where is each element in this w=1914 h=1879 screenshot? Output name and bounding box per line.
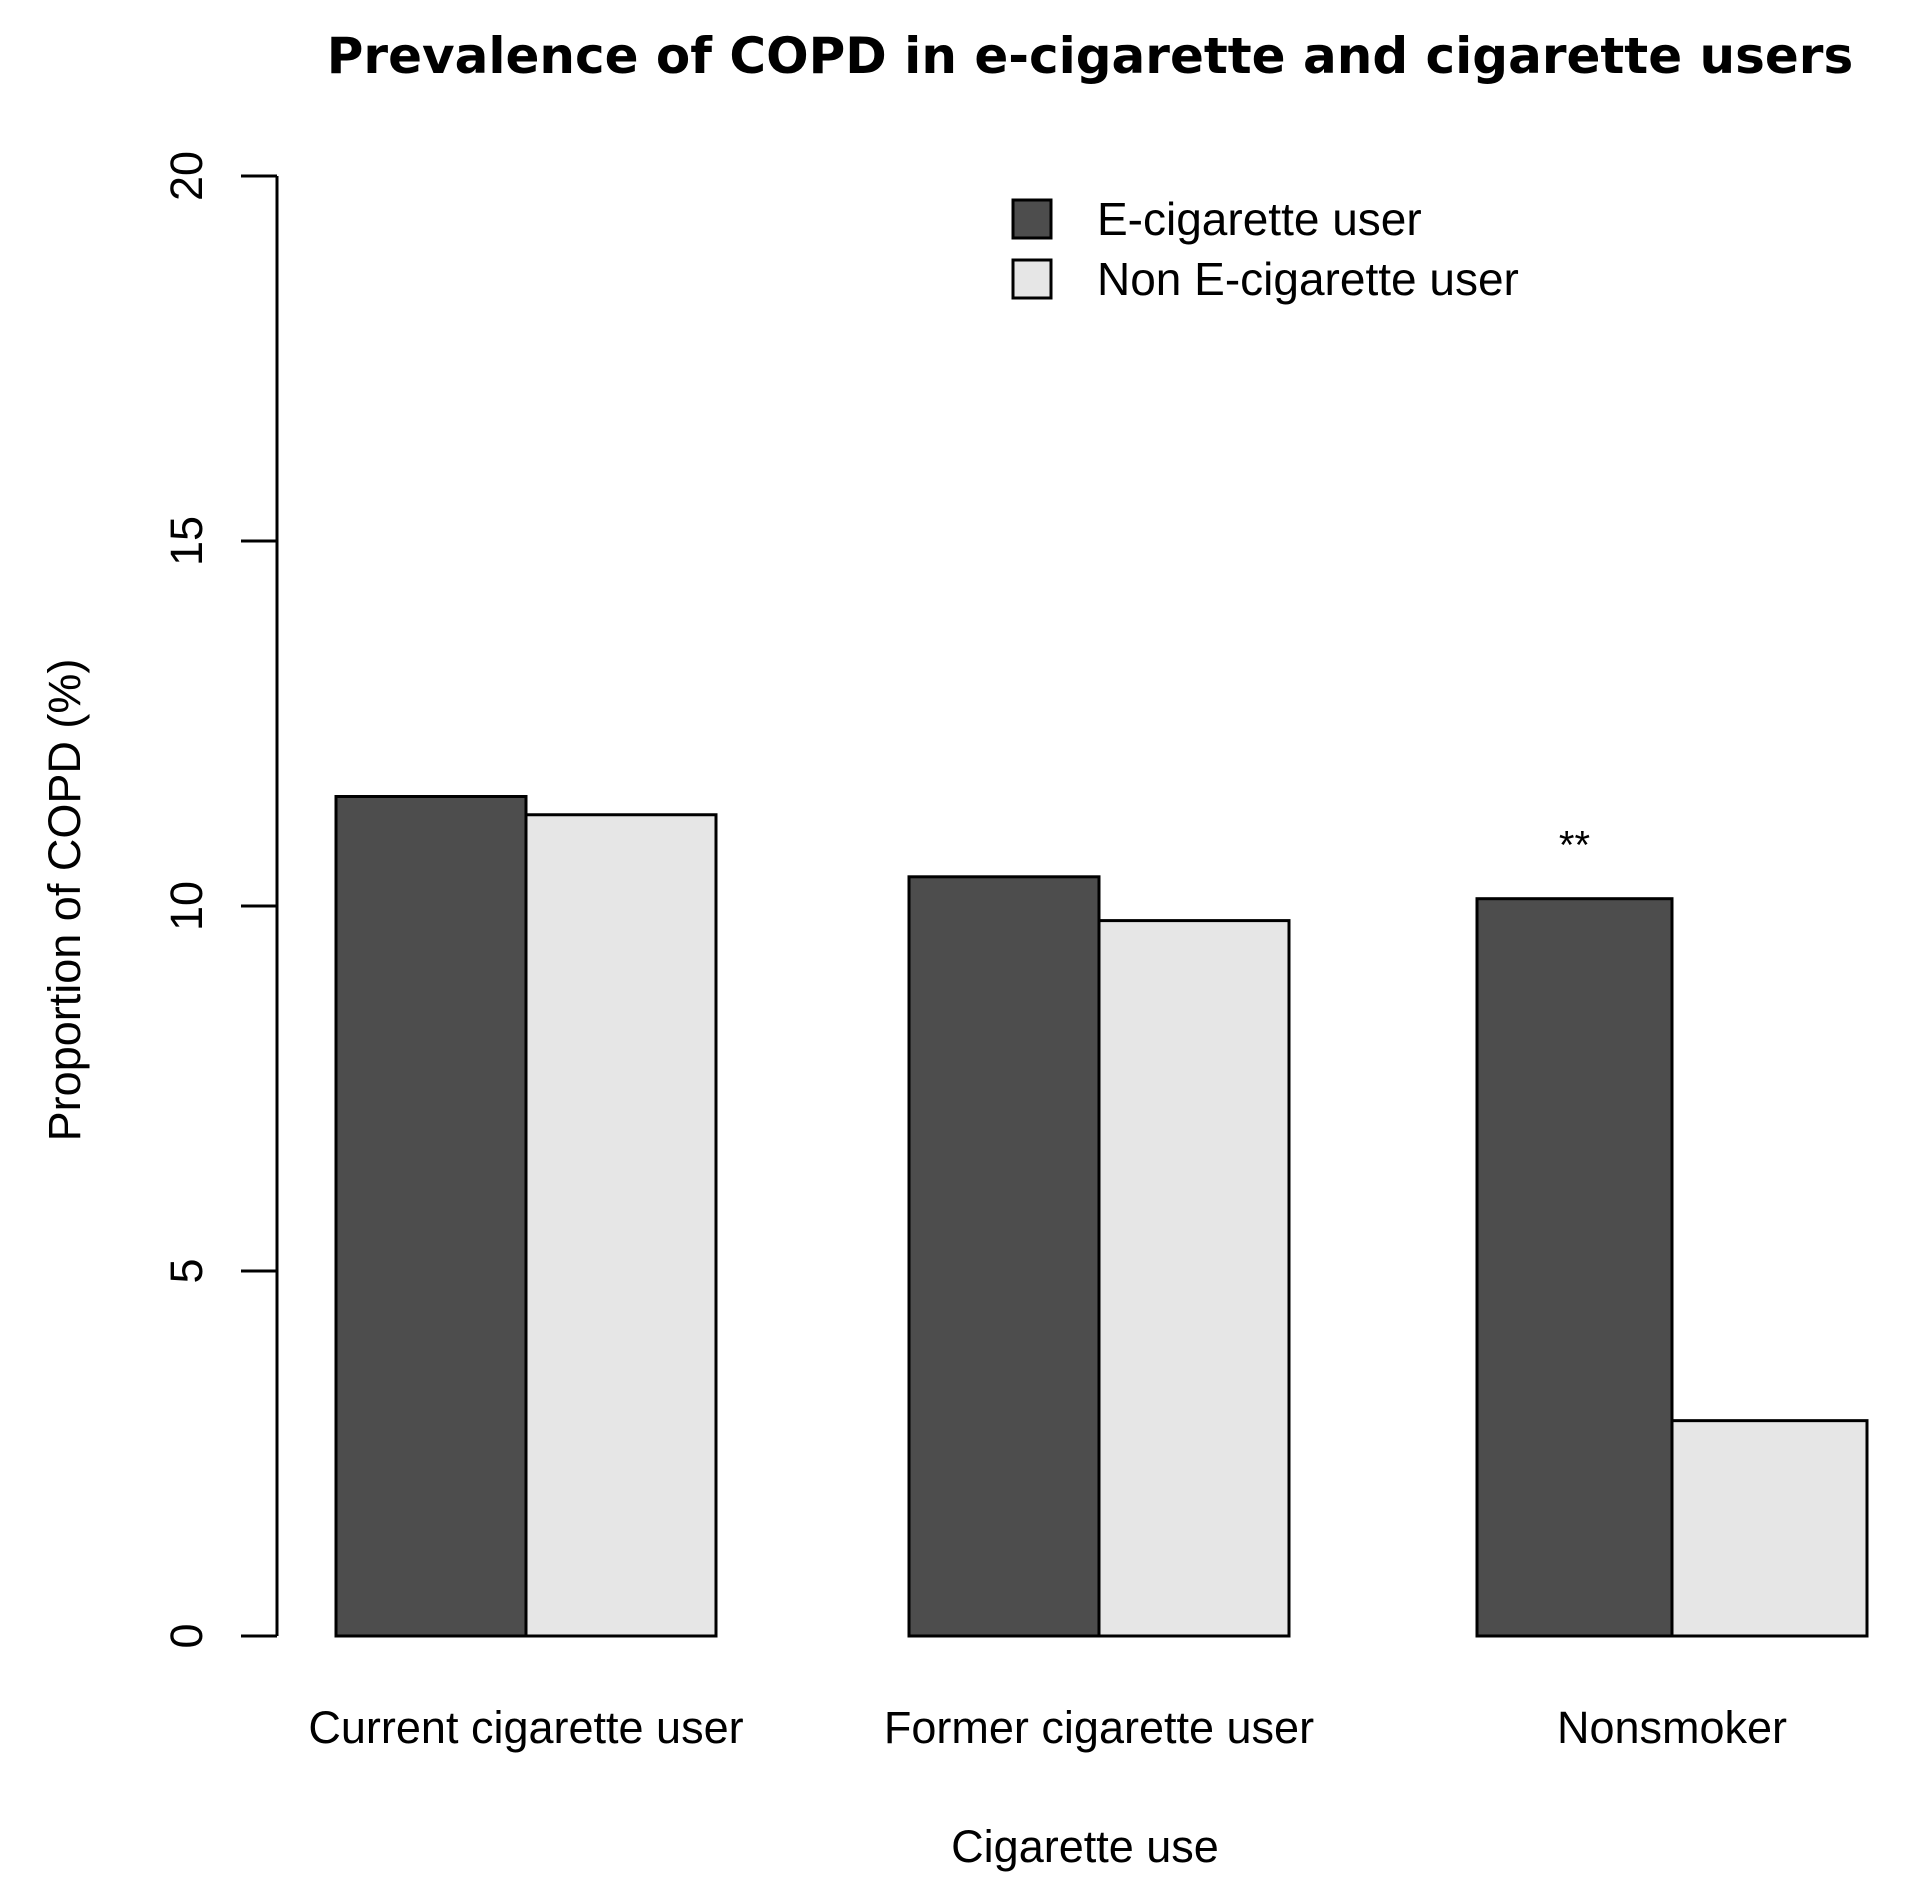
x-tick-label: Former cigarette user: [884, 1702, 1314, 1753]
bar-ecig-1: E-cigarette user — Former cigarette user…: [907, 875, 1101, 1638]
legend-swatch: [1011, 258, 1053, 300]
bar-ecig-0: E-cigarette user — Current cigarette use…: [334, 795, 528, 1638]
bar-ecig-2: E-cigarette user — Nonsmoker: 10.1: [1475, 897, 1674, 1638]
y-tick-label: 20: [161, 151, 212, 201]
legend: E-cigarette user Non E-cigarette user: [1011, 193, 1519, 305]
y-tick-label: 0: [161, 1623, 212, 1648]
chart-title: Prevalence of COPD in e-cigarette and ci…: [327, 27, 1853, 85]
x-axis-label: Cigarette use: [951, 1821, 1219, 1872]
bars: E-cigarette user — Current cigarette use…: [334, 795, 1869, 1638]
y-tick-label: 5: [161, 1258, 212, 1283]
bar-non-ecig-2: Non E-cigarette user — Nonsmoker: 2.95: [1670, 1419, 1869, 1638]
x-tick-label: Nonsmoker: [1557, 1702, 1787, 1753]
annotations: **: [1559, 824, 1590, 868]
legend-label: Non E-cigarette user: [1097, 253, 1519, 305]
y-tick-label: 10: [161, 881, 212, 931]
bar-non-ecig-1: Non E-cigarette user — Former cigarette …: [1097, 919, 1291, 1638]
y-axis-label: Proportion of COPD (%): [39, 659, 90, 1142]
x-tick-label: Current cigarette user: [308, 1702, 743, 1753]
y-tick-label: 15: [161, 516, 212, 566]
bar-non-ecig-0: Non E-cigarette user — Current cigarette…: [524, 813, 718, 1638]
x-axis-tick-labels: Current cigarette user Former cigarette u…: [308, 1702, 1787, 1753]
legend-label: E-cigarette user: [1097, 193, 1422, 245]
y-axis: 0 5 10 15 20: [161, 151, 279, 1649]
significance-annotation: **: [1559, 824, 1590, 868]
legend-swatch: [1011, 198, 1053, 240]
